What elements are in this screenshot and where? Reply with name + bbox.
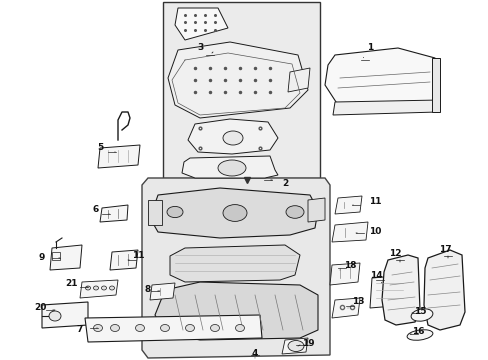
Polygon shape — [329, 263, 359, 285]
Text: 11: 11 — [131, 252, 144, 261]
Ellipse shape — [235, 324, 244, 332]
Text: 11: 11 — [368, 198, 381, 207]
Ellipse shape — [160, 324, 169, 332]
Polygon shape — [170, 245, 299, 282]
Polygon shape — [42, 302, 88, 328]
Text: 18: 18 — [343, 261, 356, 270]
Ellipse shape — [110, 324, 119, 332]
Text: 9: 9 — [39, 253, 45, 262]
Polygon shape — [331, 222, 367, 242]
Ellipse shape — [223, 204, 246, 221]
Ellipse shape — [109, 286, 114, 290]
Ellipse shape — [167, 206, 183, 217]
Ellipse shape — [85, 286, 90, 290]
Ellipse shape — [218, 160, 245, 176]
Polygon shape — [168, 42, 307, 118]
Polygon shape — [148, 200, 162, 225]
Polygon shape — [155, 282, 317, 340]
Polygon shape — [182, 156, 278, 178]
Polygon shape — [332, 100, 439, 115]
Ellipse shape — [210, 324, 219, 332]
Text: 17: 17 — [438, 246, 450, 255]
Text: 10: 10 — [368, 228, 381, 237]
Ellipse shape — [185, 324, 194, 332]
Ellipse shape — [102, 286, 106, 290]
Polygon shape — [287, 68, 309, 92]
Polygon shape — [369, 275, 407, 308]
Ellipse shape — [223, 131, 243, 145]
Text: 21: 21 — [65, 279, 78, 288]
Bar — [163, 2, 319, 178]
Polygon shape — [431, 58, 439, 112]
Ellipse shape — [93, 286, 98, 290]
Polygon shape — [282, 338, 307, 354]
Polygon shape — [110, 250, 138, 270]
Text: 14: 14 — [369, 270, 382, 279]
Polygon shape — [423, 250, 464, 330]
Ellipse shape — [93, 324, 102, 332]
Polygon shape — [85, 315, 262, 342]
Text: 8: 8 — [144, 285, 151, 294]
Ellipse shape — [410, 309, 432, 321]
Text: 6: 6 — [93, 206, 99, 215]
Text: 4: 4 — [251, 348, 258, 357]
Ellipse shape — [407, 330, 432, 340]
Polygon shape — [80, 280, 118, 298]
Polygon shape — [100, 205, 128, 222]
Polygon shape — [50, 245, 82, 270]
Ellipse shape — [285, 206, 304, 218]
Polygon shape — [150, 283, 175, 300]
Polygon shape — [381, 255, 419, 325]
Polygon shape — [334, 196, 361, 214]
Text: 5: 5 — [97, 144, 103, 153]
Ellipse shape — [49, 311, 61, 321]
Polygon shape — [175, 8, 227, 40]
Text: 13: 13 — [351, 297, 364, 306]
Ellipse shape — [135, 324, 144, 332]
Text: 1: 1 — [366, 44, 372, 53]
Text: 12: 12 — [388, 249, 401, 258]
Text: 20: 20 — [34, 303, 46, 312]
Text: 3: 3 — [197, 44, 203, 53]
Ellipse shape — [287, 341, 304, 351]
Polygon shape — [98, 145, 140, 168]
Text: 7: 7 — [77, 325, 83, 334]
Polygon shape — [187, 119, 278, 154]
Text: 15: 15 — [413, 307, 426, 316]
Polygon shape — [307, 198, 325, 222]
Polygon shape — [142, 178, 329, 358]
Text: 16: 16 — [411, 328, 424, 337]
Polygon shape — [325, 48, 439, 112]
Text: 2: 2 — [281, 179, 287, 188]
Polygon shape — [150, 188, 317, 238]
Polygon shape — [331, 298, 359, 318]
Polygon shape — [52, 252, 60, 260]
Text: 19: 19 — [301, 338, 314, 347]
